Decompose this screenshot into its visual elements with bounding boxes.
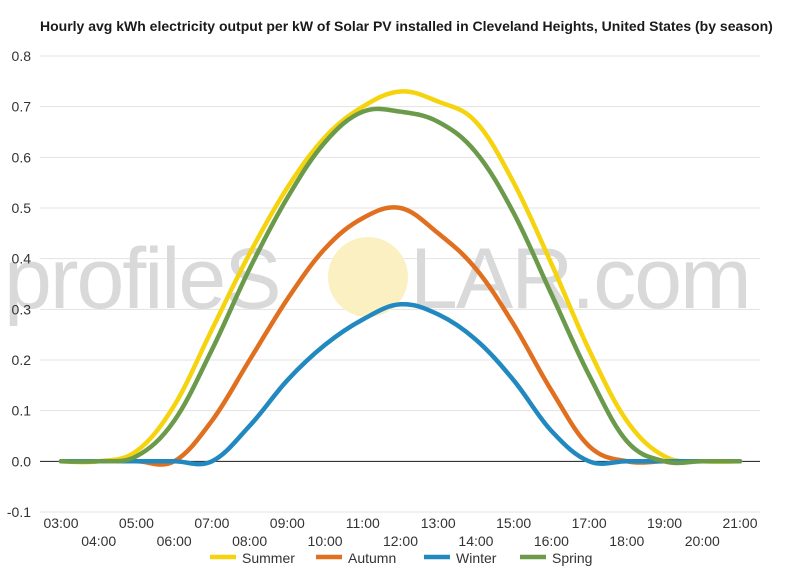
x-tick-label: 04:00 [81, 533, 116, 549]
legend-label-summer: Summer [242, 550, 295, 566]
series-line-spring [58, 106, 743, 466]
y-tick-label: 0.1 [12, 403, 32, 419]
watermark-sun-icon [328, 237, 408, 317]
x-tick-label: 13:00 [421, 515, 456, 531]
legend-label-winter: Winter [456, 550, 497, 566]
x-tick-label: 12:00 [383, 533, 418, 549]
x-tick-label: 10:00 [308, 533, 343, 549]
x-tick-label: 09:00 [270, 515, 305, 531]
y-axis-ticks: -0.1 0.0 0.1 0.2 0.3 0.4 0.5 0.6 0.7 0.8 [7, 48, 31, 520]
y-tick-label: 0.8 [12, 48, 32, 64]
x-tick-label: 21:00 [722, 515, 757, 531]
y-tick-label: 0.5 [12, 200, 32, 216]
x-axis-ticks: 03:0004:0005:0006:0007:0008:0009:0010:00… [43, 515, 757, 549]
x-tick-label: 06:00 [157, 533, 192, 549]
x-tick-label: 08:00 [232, 533, 267, 549]
y-tick-label: -0.1 [7, 504, 31, 520]
x-tick-label: 18:00 [609, 533, 644, 549]
y-tick-label: 0.6 [12, 149, 32, 165]
x-tick-label: 07:00 [194, 515, 229, 531]
chart-title: Hourly avg kWh electricity output per kW… [40, 18, 773, 34]
x-tick-label: 05:00 [119, 515, 154, 531]
y-tick-label: 0.4 [12, 251, 32, 267]
x-tick-label: 16:00 [534, 533, 569, 549]
series-lines [58, 89, 743, 467]
legend: Summer Autumn Winter Spring [210, 550, 592, 566]
x-tick-label: 14:00 [458, 533, 493, 549]
x-tick-label: 11:00 [346, 515, 380, 531]
y-tick-label: 0.0 [12, 453, 32, 469]
x-tick-label: 20:00 [685, 533, 720, 549]
x-tick-label: 19:00 [647, 515, 682, 531]
x-tick-label: 03:00 [43, 515, 78, 531]
y-tick-label: 0.7 [12, 99, 32, 115]
series-line-winter [58, 301, 743, 467]
watermark-text-right: LAR.com [410, 231, 750, 327]
y-tick-label: 0.2 [12, 352, 32, 368]
watermark: profileS LAR.com [4, 231, 752, 327]
series-line-summer [58, 89, 743, 465]
x-tick-label: 15:00 [496, 515, 531, 531]
legend-label-spring: Spring [552, 550, 592, 566]
y-tick-label: 0.3 [12, 301, 32, 317]
x-tick-label: 17:00 [572, 515, 607, 531]
legend-label-autumn: Autumn [348, 550, 396, 566]
